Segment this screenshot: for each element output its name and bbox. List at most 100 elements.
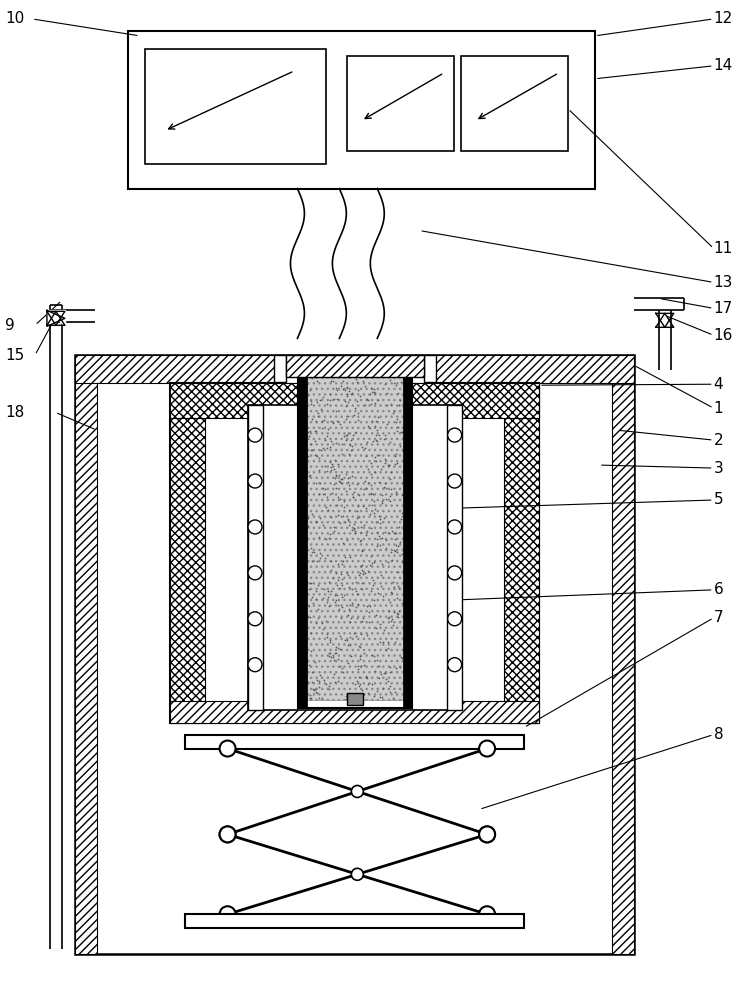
Point	[344, 365, 355, 381]
Point	[359, 359, 371, 375]
Point	[350, 371, 362, 387]
Point	[333, 473, 345, 489]
Point	[313, 690, 325, 706]
Point	[332, 361, 344, 377]
Point	[379, 363, 391, 379]
Point	[344, 517, 355, 533]
Point	[368, 554, 380, 570]
Point	[340, 688, 352, 704]
Point	[343, 446, 355, 462]
Point	[322, 440, 333, 456]
Point	[384, 364, 396, 380]
Point	[308, 682, 319, 698]
Point	[365, 486, 377, 502]
Point	[336, 556, 348, 572]
Point	[353, 365, 364, 381]
Point	[337, 535, 349, 551]
Point	[305, 442, 317, 458]
Point	[351, 673, 363, 689]
Point	[305, 393, 316, 409]
Point	[309, 423, 321, 439]
Point	[367, 676, 378, 692]
Point	[342, 425, 354, 441]
Point	[394, 649, 406, 665]
Point	[316, 420, 328, 436]
Point	[360, 369, 372, 385]
Bar	[403, 358, 412, 708]
Point	[330, 480, 342, 496]
Point	[356, 613, 368, 629]
Point	[357, 498, 369, 514]
Point	[379, 376, 391, 392]
Point	[392, 609, 404, 625]
Point	[377, 680, 389, 696]
Point	[330, 413, 342, 429]
Point	[361, 527, 372, 543]
Point	[331, 587, 343, 603]
Point	[383, 684, 395, 700]
Point	[358, 657, 369, 673]
Point	[340, 369, 352, 385]
Point	[342, 474, 354, 490]
Point	[314, 392, 325, 408]
Point	[334, 641, 346, 657]
Circle shape	[447, 520, 461, 534]
Point	[383, 457, 395, 473]
Bar	[75, 355, 634, 383]
Point	[362, 418, 374, 434]
Point	[325, 645, 336, 661]
Point	[342, 565, 353, 581]
Point	[313, 673, 325, 689]
Circle shape	[248, 612, 262, 626]
Point	[311, 591, 322, 607]
Point	[312, 408, 324, 424]
Point	[330, 435, 342, 451]
Point	[355, 543, 367, 559]
Point	[323, 645, 335, 661]
Point	[330, 645, 342, 661]
Point	[351, 374, 363, 390]
Point	[386, 611, 398, 627]
Point	[354, 388, 366, 404]
Circle shape	[219, 906, 236, 922]
Point	[342, 427, 353, 443]
Point	[344, 437, 355, 453]
Point	[389, 684, 401, 700]
Bar	[170, 383, 205, 723]
Point	[334, 658, 346, 674]
Text: 16: 16	[714, 328, 733, 343]
Point	[372, 658, 384, 674]
Point	[390, 414, 402, 430]
Point	[358, 378, 370, 394]
Point	[334, 363, 346, 379]
Point	[317, 480, 329, 496]
Text: 1: 1	[714, 401, 723, 416]
Point	[361, 676, 373, 692]
Point	[392, 605, 403, 621]
Point	[325, 509, 337, 525]
Point	[356, 542, 368, 558]
Point	[381, 642, 392, 658]
Bar	[347, 693, 364, 705]
Point	[386, 552, 398, 568]
Point	[342, 532, 353, 548]
Point	[373, 528, 385, 544]
Text: 6: 6	[714, 582, 723, 597]
Point	[356, 581, 368, 597]
Point	[336, 660, 347, 676]
Point	[337, 373, 349, 389]
Point	[325, 413, 336, 429]
Point	[333, 601, 344, 617]
Point	[342, 408, 354, 424]
Point	[372, 531, 383, 547]
Point	[387, 405, 399, 421]
Point	[396, 487, 408, 503]
Point	[324, 648, 336, 664]
Point	[392, 419, 404, 435]
Point	[325, 433, 337, 449]
Point	[347, 520, 359, 536]
Polygon shape	[47, 310, 65, 326]
Point	[350, 628, 362, 644]
Point	[368, 505, 380, 521]
Point	[390, 537, 402, 553]
